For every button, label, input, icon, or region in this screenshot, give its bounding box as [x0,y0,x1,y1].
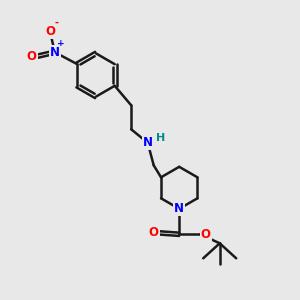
Text: O: O [27,50,37,63]
Text: O: O [45,25,55,38]
Text: N: N [143,136,153,149]
Text: H: H [156,133,165,143]
Text: N: N [174,202,184,215]
Text: O: O [201,228,211,241]
Text: N: N [50,46,60,59]
Text: -: - [55,18,59,28]
Text: O: O [149,226,159,239]
Text: +: + [57,39,64,48]
